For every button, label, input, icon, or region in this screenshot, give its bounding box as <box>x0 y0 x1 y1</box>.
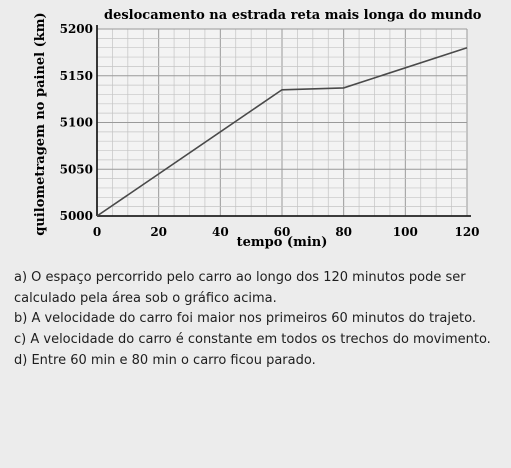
axes <box>96 25 471 217</box>
tick-labels: 0 20 40 60 80 100 120 5000 5050 5100 5150 5200 <box>60 22 480 239</box>
y-tick-label: 5000 <box>60 209 93 223</box>
y-tick-label: 5150 <box>60 69 93 83</box>
x-tick-label: 20 <box>150 225 167 239</box>
x-axis-label: tempo (min) <box>237 235 328 250</box>
series-group <box>96 46 468 217</box>
chart-title: deslocamento na estrada reta mais longa … <box>104 8 482 23</box>
series-line <box>96 46 468 217</box>
x-tick-label: 60 <box>274 225 291 239</box>
option-b: b) A velocidade do carro foi maior nos p… <box>14 311 476 327</box>
option-a: a) O espaço percorrido pelo carro ao lon… <box>14 270 466 306</box>
x-tick-label: 0 <box>93 225 101 239</box>
x-tick-label: 100 <box>393 225 418 239</box>
y-tick-label: 5200 <box>60 22 93 36</box>
option-d: d) Entre 60 min e 80 min o carro ficou p… <box>14 352 316 368</box>
option-c: c) A velocidade do carro é constante em … <box>14 332 491 348</box>
x-tick-label: 80 <box>335 225 352 239</box>
y-axis-label: quilometragem no painel (km) <box>33 12 48 235</box>
x-tick-label: 40 <box>212 225 229 239</box>
grid <box>96 28 468 217</box>
y-tick-label: 5100 <box>60 116 93 130</box>
question-options: a) O espaço percorrido pelo carro ao lon… <box>14 268 504 372</box>
line-chart: 0 20 40 60 80 100 120 5000 5050 5100 5150 5200 desl… <box>33 8 482 250</box>
x-tick-label: 120 <box>454 225 479 239</box>
y-tick-label: 5050 <box>60 162 93 176</box>
